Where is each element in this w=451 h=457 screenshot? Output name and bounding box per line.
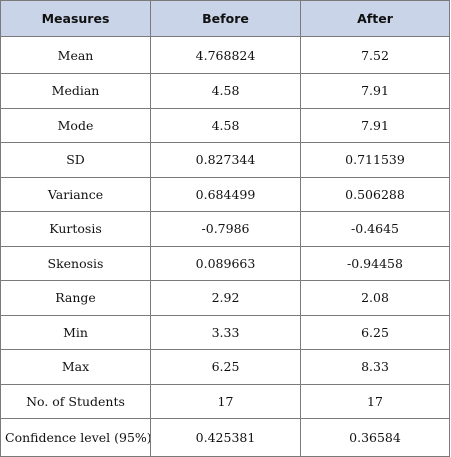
before-value-cell: 4.58 [150, 107, 301, 143]
measure-cell: Median [0, 73, 151, 109]
after-value-cell: 7.91 [300, 73, 450, 109]
before-value-cell: 4.768824 [150, 36, 301, 74]
table-body: Mean 4.768824 7.52 Median 4.58 7.91 Mode 4.58 7.… [0, 36, 450, 457]
measure-cell: Mode [0, 107, 151, 143]
measure-cell: SD [0, 142, 151, 178]
measure-cell: Confidence level (95%) [0, 418, 151, 457]
table-row: Skenosis 0.089663 -0.94458 [0, 245, 450, 281]
header-measures: Measures [0, 0, 151, 37]
after-value-cell: 0.711539 [300, 142, 450, 178]
measure-cell: Skenosis [0, 245, 151, 281]
before-value-cell: 3.33 [150, 314, 301, 350]
after-value-cell: 7.52 [300, 36, 450, 74]
after-value-cell: 0.36584 [300, 418, 450, 457]
table-header: Measures Before After [0, 0, 450, 37]
after-value-cell: 8.33 [300, 349, 450, 385]
measure-cell: Mean [0, 36, 151, 74]
measure-cell: Max [0, 349, 151, 385]
table-row: Max 6.25 8.33 [0, 349, 450, 385]
after-value-cell: -0.4645 [300, 211, 450, 247]
after-value-cell: 2.08 [300, 280, 450, 316]
before-value-cell: 4.58 [150, 73, 301, 109]
after-value-cell: 6.25 [300, 314, 450, 350]
table-row: Mode 4.58 7.91 [0, 107, 450, 143]
measure-cell: Min [0, 314, 151, 350]
after-value-cell: 0.506288 [300, 176, 450, 212]
after-value-cell: 7.91 [300, 107, 450, 143]
before-value-cell: -0.7986 [150, 211, 301, 247]
measure-cell: Range [0, 280, 151, 316]
after-value-cell: -0.94458 [300, 245, 450, 281]
table-row: Median 4.58 7.91 [0, 73, 450, 109]
before-value-cell: 6.25 [150, 349, 301, 385]
before-value-cell: 0.089663 [150, 245, 301, 281]
table-row: Kurtosis -0.7986 -0.4645 [0, 211, 450, 247]
before-value-cell: 0.827344 [150, 142, 301, 178]
table-row: Min 3.33 6.25 [0, 314, 450, 350]
before-value-cell: 17 [150, 383, 301, 419]
before-value-cell: 0.425381 [150, 418, 301, 457]
table-row: Mean 4.768824 7.52 [0, 36, 450, 74]
header-before: Before [150, 0, 301, 37]
table-row: Confidence level (95%) 0.425381 0.36584 [0, 418, 450, 457]
measure-cell: Kurtosis [0, 211, 151, 247]
header-after: After [300, 0, 450, 37]
table-row: Range 2.92 2.08 [0, 280, 450, 316]
table-row: No. of Students 17 17 [0, 383, 450, 419]
before-value-cell: 2.92 [150, 280, 301, 316]
before-value-cell: 0.684499 [150, 176, 301, 212]
measure-cell: No. of Students [0, 383, 151, 419]
measure-cell: Variance [0, 176, 151, 212]
table-row: SD 0.827344 0.711539 [0, 142, 450, 178]
header-row: Measures Before After [0, 0, 450, 37]
table-row: Variance 0.684499 0.506288 [0, 176, 450, 212]
after-value-cell: 17 [300, 383, 450, 419]
